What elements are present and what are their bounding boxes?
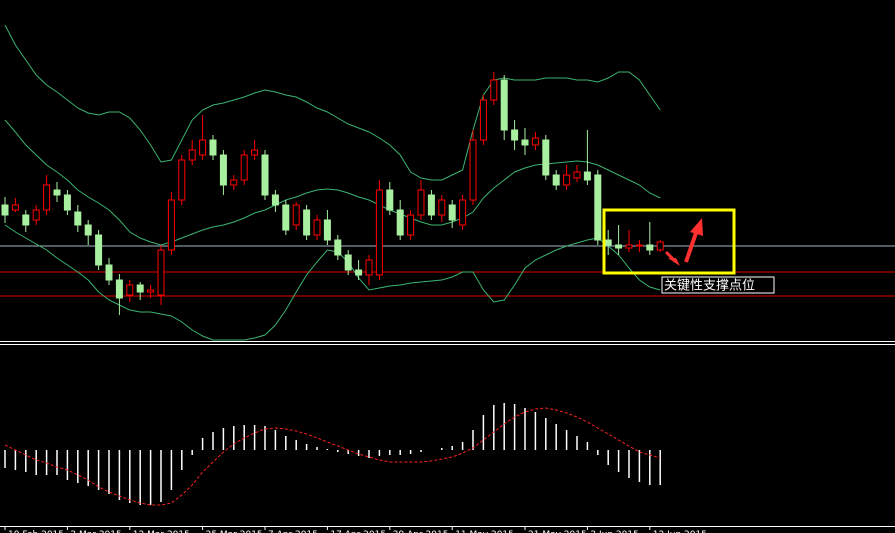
candle-body [625,244,633,249]
candle-body [230,179,238,186]
candle-body [427,194,435,216]
candle-body [167,199,175,251]
candle-body [375,189,383,276]
candle-body [43,184,51,211]
candle-body [656,241,664,251]
x-tick-label: 10 Feb 2015 [8,530,64,533]
candle-body [95,234,103,266]
candle-body [563,174,571,186]
candle-body [199,139,207,156]
candle-body [604,239,612,246]
x-tick-label: 12 Mar 2015 [133,530,190,533]
candle-body [396,209,404,236]
candle-body [459,199,467,226]
candle-body [490,79,498,101]
x-tick-label: 12 Jun 2015 [653,530,707,533]
candle-body [63,194,71,211]
candle-body [22,214,30,226]
candle-body [251,149,259,156]
candle-body [271,194,279,206]
candle-body [417,189,425,216]
candle-body [635,244,643,247]
candle-body [74,211,82,226]
candle-body [365,259,373,276]
candle-body [594,174,602,241]
arrow-down-shaft [664,250,678,264]
candle-body [500,79,508,131]
candle-body [479,99,487,141]
candle-body [344,254,352,271]
candle-body [573,171,581,179]
candle-body [282,204,290,231]
bollinger-band [4,224,661,341]
candle-body [615,244,623,249]
highlight-box [602,208,736,275]
candle-body [53,189,61,196]
annotation-box [661,276,775,294]
candle-body [313,219,321,236]
candle-body [219,154,227,186]
candle-body [292,204,300,226]
candle-body [407,214,415,236]
x-tick-label: 25 Mar 2015 [206,530,263,533]
arrow-up-shaft [684,229,699,263]
x-tick-label: 11 May 2015 [455,530,514,533]
candle-body [334,239,342,256]
candle-body [136,284,144,293]
x-tick-label: 2 Jun 2015 [590,530,638,533]
candle-body [646,244,654,251]
candle-body [209,139,217,156]
candle-body [386,189,394,211]
candle-body [11,204,19,211]
candle-body [261,154,269,196]
candle-body [126,284,134,296]
x-tick-label: 21 May 2015 [528,530,587,533]
candle-body [32,209,40,221]
x-tick-label: 2 Mar 2015 [70,530,121,533]
candle-body [147,289,155,293]
arrow-up [690,218,703,236]
candle-body [355,269,363,276]
candle-body [1,204,9,216]
candle-body [303,209,311,236]
candle-body [323,219,331,241]
candle-body [240,154,248,181]
bollinger-band [4,24,661,181]
candle-body [157,249,165,296]
candle-body [542,139,550,176]
candle-body [188,149,196,161]
candle-body [511,129,519,141]
candle-body [531,137,539,146]
candle-body [469,139,477,201]
candle-body [438,199,446,216]
candle-body [448,204,456,221]
candle-body [84,224,92,236]
candle-body [521,139,529,146]
candle-body [583,171,591,181]
macd-signal [4,407,661,506]
candle-body [178,159,186,201]
candle-body [105,264,113,281]
annotation: 关键性支撑点位 [664,279,755,294]
x-tick-label: 29 Apr 2015 [393,530,449,533]
x-tick-label: 7 Apr 2015 [268,530,318,533]
candle-body [115,279,123,299]
x-tick-label: 17 Apr 2015 [330,530,386,533]
candle-body [552,174,560,186]
bollinger-band [4,119,661,246]
